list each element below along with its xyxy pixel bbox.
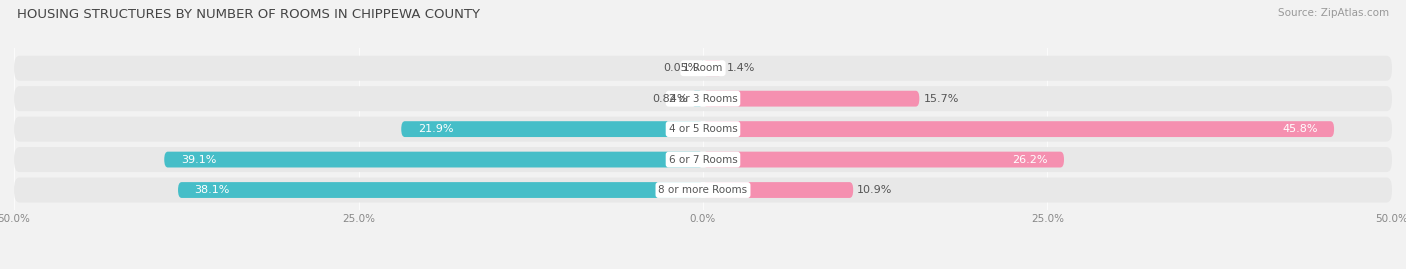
FancyBboxPatch shape bbox=[14, 178, 1392, 203]
Text: 15.7%: 15.7% bbox=[924, 94, 959, 104]
FancyBboxPatch shape bbox=[14, 147, 1392, 172]
Text: 8 or more Rooms: 8 or more Rooms bbox=[658, 185, 748, 195]
Text: HOUSING STRUCTURES BY NUMBER OF ROOMS IN CHIPPEWA COUNTY: HOUSING STRUCTURES BY NUMBER OF ROOMS IN… bbox=[17, 8, 479, 21]
Text: 45.8%: 45.8% bbox=[1282, 124, 1317, 134]
FancyBboxPatch shape bbox=[692, 91, 703, 107]
FancyBboxPatch shape bbox=[14, 117, 1392, 141]
Text: 39.1%: 39.1% bbox=[181, 155, 217, 165]
FancyBboxPatch shape bbox=[14, 56, 1392, 81]
Text: 38.1%: 38.1% bbox=[194, 185, 231, 195]
Text: 21.9%: 21.9% bbox=[418, 124, 453, 134]
Text: 2 or 3 Rooms: 2 or 3 Rooms bbox=[669, 94, 737, 104]
Text: 1 Room: 1 Room bbox=[683, 63, 723, 73]
Text: 10.9%: 10.9% bbox=[858, 185, 893, 195]
FancyBboxPatch shape bbox=[703, 91, 920, 107]
FancyBboxPatch shape bbox=[703, 121, 1334, 137]
FancyBboxPatch shape bbox=[703, 152, 1064, 168]
Text: 4 or 5 Rooms: 4 or 5 Rooms bbox=[669, 124, 737, 134]
Text: 0.05%: 0.05% bbox=[662, 63, 699, 73]
FancyBboxPatch shape bbox=[14, 86, 1392, 111]
FancyBboxPatch shape bbox=[165, 152, 703, 168]
FancyBboxPatch shape bbox=[703, 182, 853, 198]
FancyBboxPatch shape bbox=[703, 60, 723, 76]
Text: 26.2%: 26.2% bbox=[1012, 155, 1047, 165]
FancyBboxPatch shape bbox=[179, 182, 703, 198]
FancyBboxPatch shape bbox=[401, 121, 703, 137]
Text: 1.4%: 1.4% bbox=[727, 63, 755, 73]
Text: 0.84%: 0.84% bbox=[652, 94, 688, 104]
Text: Source: ZipAtlas.com: Source: ZipAtlas.com bbox=[1278, 8, 1389, 18]
Text: 6 or 7 Rooms: 6 or 7 Rooms bbox=[669, 155, 737, 165]
